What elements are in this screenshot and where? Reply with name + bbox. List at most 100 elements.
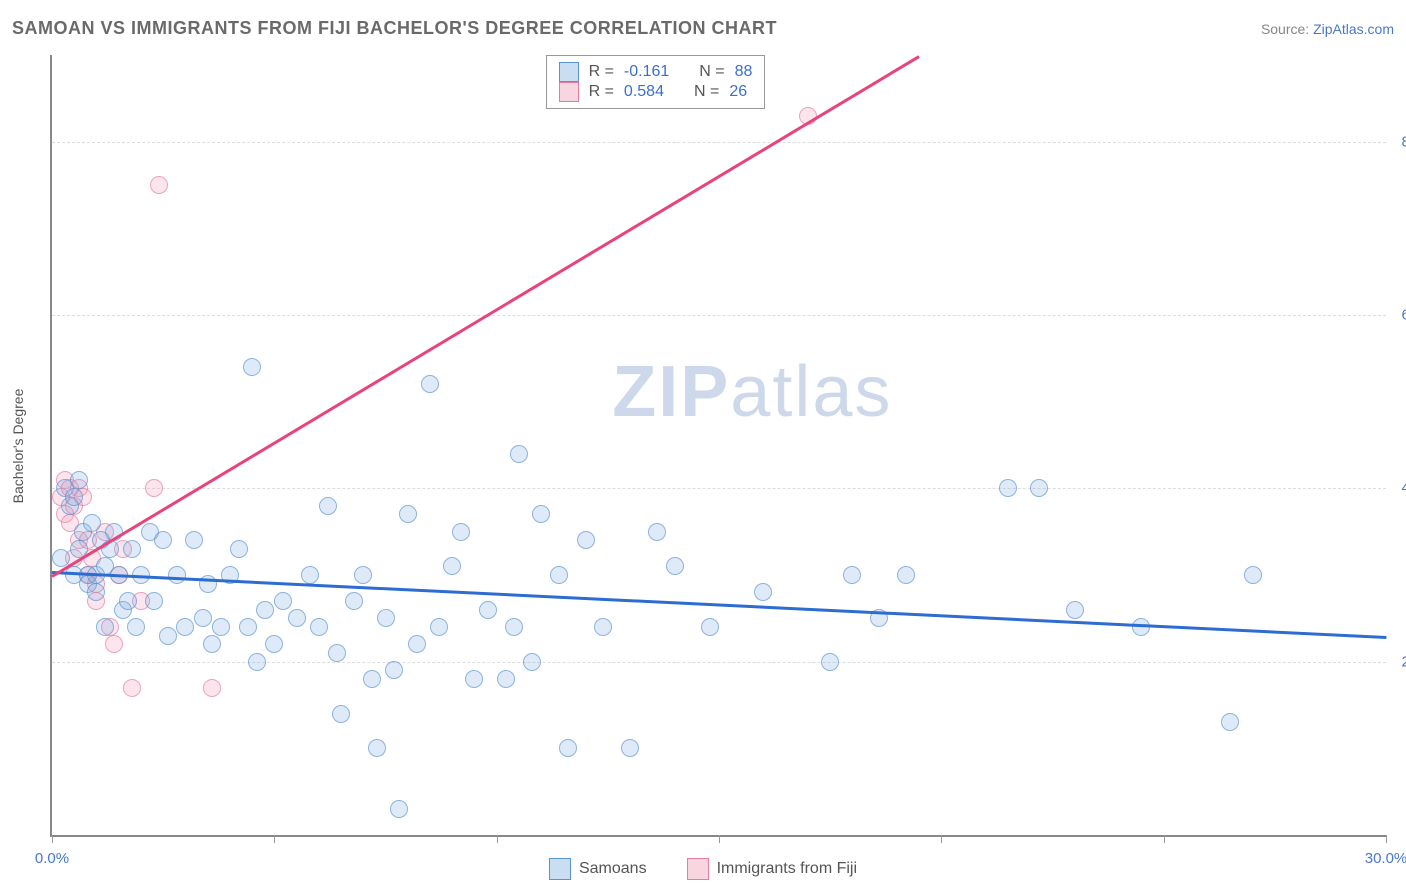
y-axis-label: Bachelor's Degree [10,389,26,504]
data-point [443,557,461,575]
xtick-label: 0.0% [35,850,69,867]
gridline [52,488,1386,489]
xtick [52,835,53,843]
data-point [594,618,612,636]
r-value-samoans: -0.161 [624,63,669,81]
source-attribution: Source: ZipAtlas.com [1261,21,1394,37]
n-label: N = [694,83,719,101]
data-point [523,653,541,671]
data-point [52,549,70,567]
data-point [666,557,684,575]
data-point [83,514,101,532]
data-point [230,540,248,558]
data-point [621,739,639,757]
data-point [243,358,261,376]
data-point [1066,601,1084,619]
gridline [52,315,1386,316]
data-point [154,531,172,549]
data-point [390,800,408,818]
data-point [105,635,123,653]
watermark-rest: atlas [730,352,892,432]
data-point [123,679,141,697]
xtick [1164,835,1165,843]
data-point [701,618,719,636]
data-point [203,635,221,653]
data-point [212,618,230,636]
xtick [1386,835,1387,843]
data-point [65,488,83,506]
data-point [70,471,88,489]
data-point [203,679,221,697]
chart-title: SAMOAN VS IMMIGRANTS FROM FIJI BACHELOR'… [12,18,777,39]
data-point [319,497,337,515]
xtick-label: 30.0% [1365,850,1406,867]
stats-box: R = -0.161 N = 88 R = 0.584 N = 26 [546,55,766,109]
data-point [821,653,839,671]
legend-label: Samoans [579,860,647,878]
data-point [332,705,350,723]
source-link[interactable]: ZipAtlas.com [1313,21,1394,37]
data-point [168,566,186,584]
data-point [176,618,194,636]
data-point [328,644,346,662]
legend-item-fiji: Immigrants from Fiji [687,858,857,880]
watermark-bold: ZIP [612,352,730,432]
data-point [408,635,426,653]
ytick-label: 80.0% [1401,133,1406,150]
data-point [96,618,114,636]
data-point [399,505,417,523]
data-point [1221,713,1239,731]
data-point [452,523,470,541]
gridline [52,142,1386,143]
data-point [1244,566,1262,584]
r-value-fiji: 0.584 [624,83,664,101]
data-point [354,566,372,584]
legend-item-samoans: Samoans [549,858,647,880]
data-point [256,601,274,619]
data-point [185,531,203,549]
r-label: R = [589,83,614,101]
data-point [999,479,1017,497]
n-value-samoans: 88 [735,63,753,81]
data-point [754,583,772,601]
data-point [87,583,105,601]
data-point [843,566,861,584]
ytick-label: 60.0% [1401,307,1406,324]
data-point [497,670,515,688]
data-point [145,592,163,610]
stats-row-samoans: R = -0.161 N = 88 [559,62,753,82]
data-point [150,176,168,194]
data-point [345,592,363,610]
data-point [119,592,137,610]
data-point [248,653,266,671]
swatch-icon [687,858,709,880]
swatch-icon [549,858,571,880]
data-point [159,627,177,645]
source-prefix: Source: [1261,21,1313,37]
data-point [505,618,523,636]
legend-label: Immigrants from Fiji [717,860,857,878]
data-point [377,609,395,627]
data-point [127,618,145,636]
data-point [265,635,283,653]
data-point [288,609,306,627]
data-point [430,618,448,636]
swatch-icon [559,82,579,102]
n-value-fiji: 26 [729,83,747,101]
ytick-label: 40.0% [1401,480,1406,497]
chart-header: SAMOAN VS IMMIGRANTS FROM FIJI BACHELOR'… [12,18,1394,39]
data-point [532,505,550,523]
n-label: N = [699,63,724,81]
data-point [897,566,915,584]
data-point [310,618,328,636]
data-point [559,739,577,757]
data-point [577,531,595,549]
xtick [274,835,275,843]
stats-row-fiji: R = 0.584 N = 26 [559,82,753,102]
data-point [648,523,666,541]
xtick [941,835,942,843]
data-point [194,609,212,627]
trendline [51,55,920,578]
xtick [497,835,498,843]
data-point [550,566,568,584]
